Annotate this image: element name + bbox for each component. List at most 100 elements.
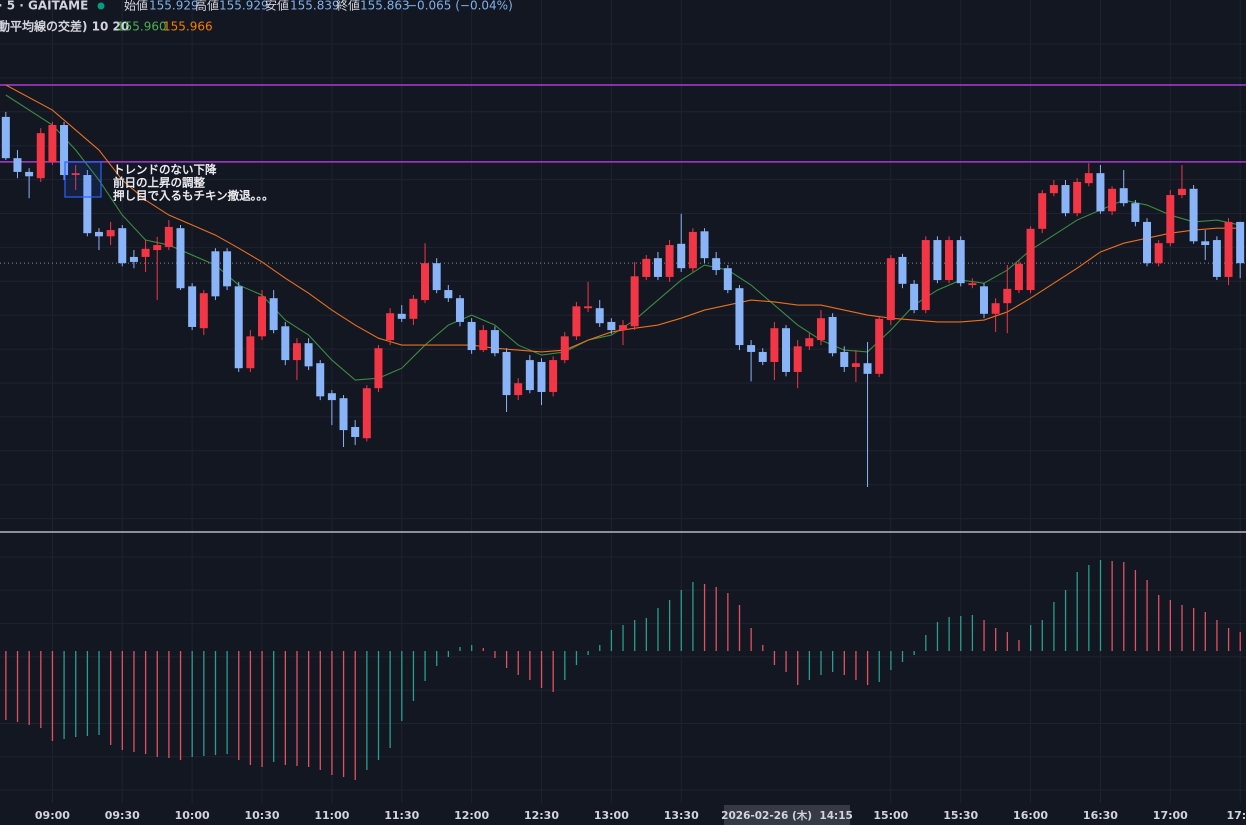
candle-body — [25, 171, 34, 177]
candle-body — [700, 231, 709, 259]
candle-body — [723, 268, 732, 291]
candle-body — [397, 313, 406, 319]
legend-ma-long: 155.966 — [163, 20, 213, 34]
histogram-bar — [505, 651, 508, 668]
candle-body — [386, 313, 395, 341]
candle-body — [1096, 173, 1105, 212]
histogram-bar — [901, 651, 904, 662]
annotation-box — [64, 161, 102, 198]
histogram-bar — [1041, 620, 1043, 651]
histogram-bar — [517, 651, 519, 675]
candle-body — [292, 343, 301, 361]
candle-body — [1061, 185, 1070, 214]
histogram-bar — [552, 651, 554, 692]
legend-change: −0.065 (−0.04%) — [407, 0, 513, 13]
histogram-bar — [1192, 608, 1195, 651]
histogram-bar — [191, 651, 193, 757]
histogram-bar — [645, 618, 647, 651]
legend-low: 155.839 — [290, 0, 340, 13]
annotation-text: トレンドのない下降 — [113, 163, 217, 177]
candle-body — [258, 296, 267, 337]
histogram-bar — [843, 651, 845, 675]
candle-body — [1119, 188, 1128, 204]
histogram-bar — [51, 651, 54, 741]
candle-body — [199, 293, 208, 329]
candle-body — [1154, 243, 1163, 264]
candle-body — [490, 330, 499, 354]
histogram-bar — [98, 651, 100, 735]
histogram-bar — [925, 635, 927, 651]
candle-body — [956, 240, 965, 284]
histogram-bar — [703, 584, 706, 651]
histogram-bar — [738, 605, 741, 651]
histogram-bar — [1029, 625, 1032, 651]
x-tick-label: 11:30 — [384, 809, 419, 822]
x-tick-label: 09:30 — [105, 809, 140, 822]
legend-open-label: 始値 — [124, 0, 148, 13]
histogram-bar — [412, 651, 415, 701]
candle-body — [525, 360, 534, 391]
candle-body — [584, 306, 593, 309]
histogram-bar — [5, 651, 7, 720]
histogram-bar — [354, 651, 356, 780]
candle-body — [94, 231, 103, 237]
histogram-bar — [110, 651, 112, 745]
candle-body — [642, 258, 651, 277]
histogram-bar — [377, 651, 380, 760]
candle-body — [1143, 221, 1152, 264]
legend-high: 155.929 — [219, 0, 269, 13]
candle-body — [188, 286, 197, 327]
x-tick-label: 17:00 — [1153, 809, 1188, 822]
histogram-bar — [319, 651, 321, 770]
histogram-bar — [40, 651, 42, 728]
candle-body — [60, 125, 69, 176]
histogram-bar — [238, 651, 240, 760]
histogram-bar — [715, 587, 717, 651]
histogram-bar — [1134, 570, 1137, 651]
histogram-bar — [1146, 580, 1148, 651]
annotation-text: 前日の上昇の調整 — [113, 176, 205, 190]
candle-body — [421, 263, 430, 301]
candle-body — [1049, 185, 1058, 194]
histogram-bar — [342, 651, 345, 777]
candle-body — [223, 251, 232, 287]
candle-body — [572, 306, 581, 337]
candle-body — [13, 158, 22, 172]
histogram-bar — [599, 645, 601, 651]
histogram-bar — [366, 651, 368, 770]
histogram-bar — [133, 651, 135, 752]
candle-body — [688, 231, 697, 269]
histogram-bar — [1053, 602, 1055, 651]
histogram-bar — [214, 651, 217, 755]
candle-body — [945, 240, 954, 281]
histogram-bar — [808, 651, 811, 680]
candle-body — [1189, 188, 1198, 242]
candle-body — [758, 351, 767, 362]
x-tick-label: 16:30 — [1083, 809, 1118, 822]
x-tick-label: 11:00 — [314, 809, 349, 822]
legend-low-label: 安値 — [265, 0, 289, 13]
candle-body — [479, 330, 488, 351]
histogram-bar — [820, 651, 822, 675]
candle-body — [351, 426, 360, 437]
histogram-bar — [575, 651, 578, 665]
histogram-bar — [261, 651, 263, 767]
x-tick-label: 17:3 — [1226, 809, 1246, 822]
histogram-bar — [144, 651, 147, 754]
candle-body — [1131, 203, 1140, 222]
x-tick-label: 16:00 — [1013, 809, 1048, 822]
candle-body — [1, 116, 10, 159]
candle-body — [1224, 221, 1233, 277]
histogram-bar — [28, 651, 30, 725]
candle-body — [1201, 241, 1210, 246]
candle-body — [910, 283, 919, 311]
candle-body — [1073, 181, 1082, 214]
candle-body — [362, 388, 371, 439]
histogram-bar — [587, 651, 589, 655]
histogram-bar — [447, 651, 450, 657]
legend-open: 155.929 — [149, 0, 199, 13]
legend-close-label: 終値 — [336, 0, 360, 13]
x-tick-label: 10:00 — [175, 809, 210, 822]
candle-body — [991, 303, 1000, 314]
